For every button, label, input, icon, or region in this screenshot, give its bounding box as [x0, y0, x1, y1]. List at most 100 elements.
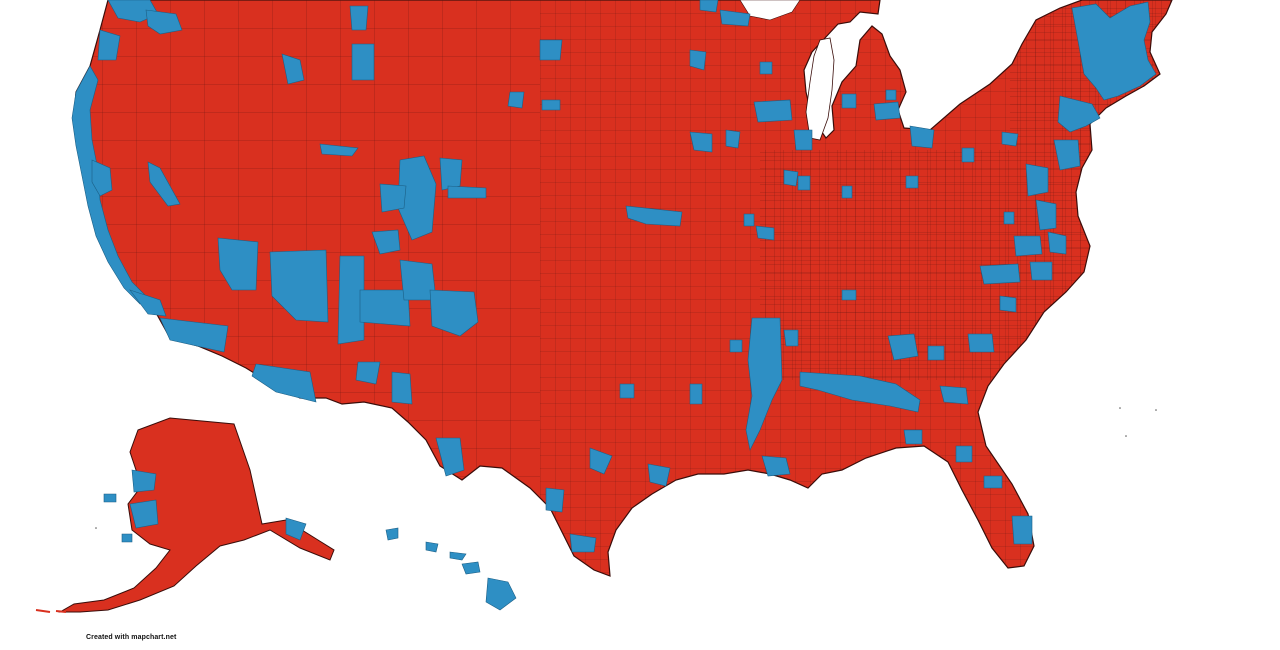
- county-montana-2: [351, 43, 375, 81]
- county-colorado-3: [379, 183, 407, 213]
- county-nm-1: [359, 289, 411, 327]
- county-texas-houston: [647, 463, 671, 487]
- county-ohio-2: [905, 175, 919, 189]
- county-la-nola: [761, 455, 791, 477]
- county-iowa-2: [725, 129, 741, 149]
- county-chicago: [753, 99, 793, 123]
- county-va-2: [1047, 231, 1067, 255]
- county-dc-va: [1035, 199, 1057, 231]
- county-pa-1: [1001, 131, 1019, 147]
- hawaii: [385, 527, 517, 611]
- county-ga-belt-2: [939, 385, 969, 405]
- county-memphis: [783, 329, 799, 347]
- county-colorado-4: [447, 185, 487, 199]
- county-sacramento: [147, 161, 181, 207]
- alaska-blue-2: [129, 499, 159, 529]
- alaska-blue-3: [285, 517, 307, 541]
- lake-superior: [739, 0, 801, 21]
- county-dallas: [619, 383, 635, 399]
- county-bay-area: [91, 159, 113, 197]
- county-texas-austin: [589, 447, 613, 475]
- county-detroit: [909, 125, 935, 149]
- county-texas-south-2: [545, 487, 565, 513]
- county-kansas: [625, 205, 683, 227]
- county-az-south: [251, 363, 317, 403]
- aleutians: [35, 608, 83, 613]
- alaska-blue-5: [121, 533, 133, 543]
- small-islands: [95, 407, 1157, 529]
- county-nm-4: [355, 361, 381, 385]
- county-mn-2: [719, 9, 751, 27]
- lake-michigan: [805, 37, 835, 141]
- county-montana-1: [349, 5, 369, 31]
- county-tallahassee: [903, 429, 923, 445]
- county-maryland: [1025, 163, 1049, 197]
- county-mi-1: [841, 93, 857, 109]
- county-mi-3: [885, 89, 897, 101]
- county-vegas: [217, 237, 259, 291]
- county-iowa-1: [689, 131, 713, 153]
- county-texas-south-1: [569, 533, 597, 553]
- county-il-2: [783, 169, 799, 187]
- county-nc-1: [979, 263, 1021, 285]
- county-socal: [159, 317, 229, 353]
- hawaii-kauai: [385, 527, 399, 541]
- county-ark: [729, 339, 743, 353]
- county-stl: [797, 175, 811, 191]
- alaska: [35, 417, 335, 613]
- county-wa-interior: [145, 9, 183, 35]
- county-oregon-central: [281, 53, 305, 85]
- county-mn: [699, 0, 719, 13]
- county-nm-5: [391, 371, 413, 405]
- county-il-1: [793, 129, 813, 151]
- island-dot: [1125, 435, 1127, 437]
- county-northeast-big: [1071, 1, 1157, 101]
- alaska-blue-1: [131, 469, 157, 493]
- county-wi: [759, 61, 773, 75]
- county-mn-3: [689, 49, 707, 71]
- county-nc-3: [999, 295, 1017, 313]
- county-sd-2: [541, 99, 561, 111]
- county-colorado-5: [371, 229, 401, 255]
- county-mo-1: [743, 213, 755, 227]
- county-ny-nj: [1057, 95, 1101, 133]
- county-sc-1: [967, 333, 995, 353]
- blue-counties: [71, 0, 1157, 553]
- county-idaho: [319, 143, 359, 157]
- island-dot: [1119, 407, 1121, 409]
- county-fl-orlando: [983, 475, 1003, 489]
- county-la: [129, 289, 167, 317]
- credit-text: Created with mapchart.net: [86, 634, 177, 641]
- county-nashville: [841, 289, 857, 301]
- county-va-1: [1013, 235, 1043, 257]
- county-ms-delta: [745, 317, 783, 451]
- hawaii-molokai: [449, 551, 467, 561]
- county-la-2: [689, 383, 703, 405]
- hawaii-big-island: [485, 577, 517, 611]
- county-philly: [1053, 139, 1081, 171]
- county-az-east: [337, 255, 365, 345]
- county-el-paso: [435, 437, 465, 477]
- hawaii-maui: [461, 561, 481, 575]
- county-fl-miami: [1011, 515, 1033, 545]
- county-ohio-1: [961, 147, 975, 163]
- county-portland: [97, 29, 121, 61]
- county-indy: [841, 185, 853, 199]
- county-nc-2: [1029, 261, 1053, 281]
- island-dot: [1155, 409, 1157, 411]
- county-fl-jax: [955, 445, 973, 463]
- county-ga-belt-1: [799, 371, 921, 413]
- county-colorado-2: [439, 157, 463, 191]
- county-az-north: [269, 249, 329, 323]
- county-sd-1: [507, 91, 525, 109]
- county-west-coast-strip: [71, 65, 151, 305]
- county-mo-2: [755, 225, 775, 241]
- hawaii-oahu: [425, 541, 439, 553]
- county-nm-3: [429, 289, 479, 337]
- alaska-blue-4: [103, 493, 117, 503]
- county-north-dakota: [539, 39, 563, 61]
- county-va-lynch: [1003, 211, 1015, 225]
- county-ga-atl: [887, 333, 919, 361]
